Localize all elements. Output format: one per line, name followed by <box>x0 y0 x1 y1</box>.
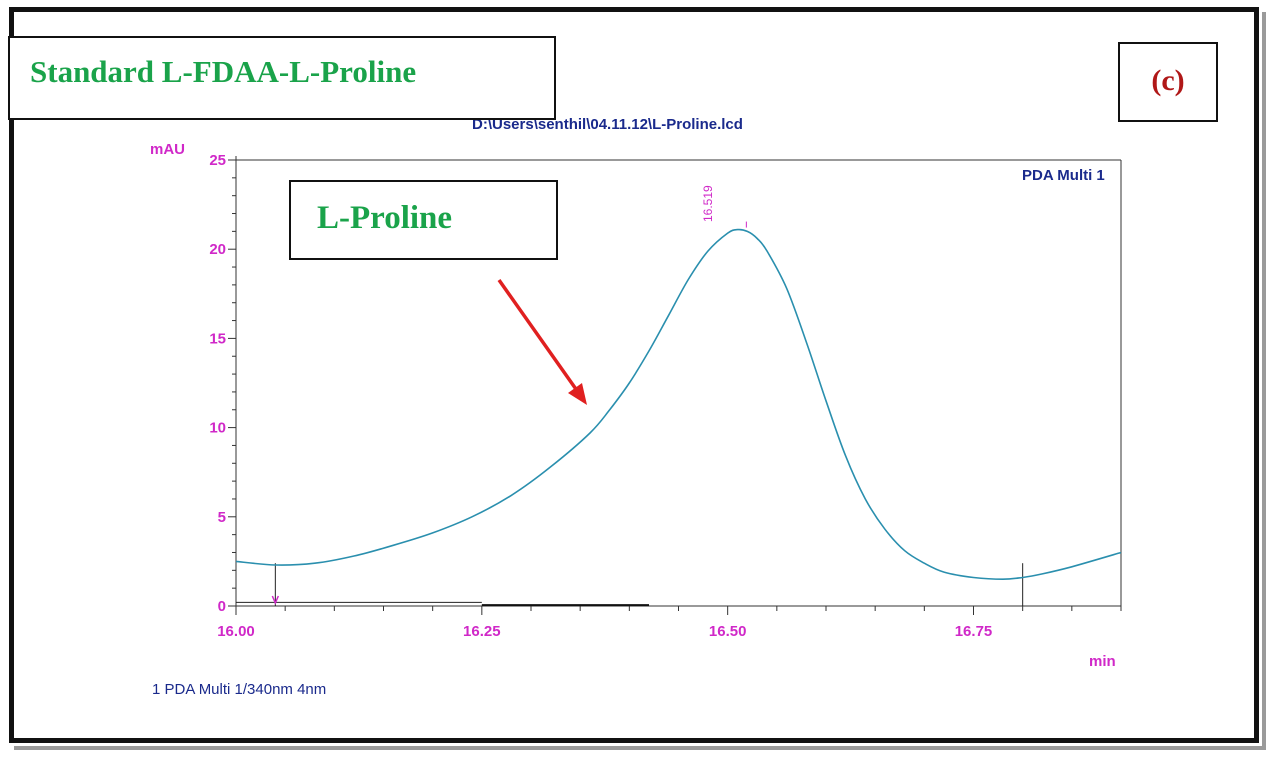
figure-title: Standard L-FDAA-L-Proline <box>30 54 417 89</box>
y-tick-label: 25 <box>209 152 226 169</box>
frame-shadow <box>14 12 1266 750</box>
peak-retention-time-label: 16.519 <box>701 185 715 222</box>
chart-root: 0 5 10 15 20 25 16.00 16.25 16.50 16.75 <box>209 152 1122 640</box>
y-tick-label: 0 <box>218 598 226 615</box>
y-axis-unit-label: mAU <box>150 141 185 158</box>
x-tick-label: 16.25 <box>463 623 501 640</box>
x-tick-label: 16.50 <box>709 623 747 640</box>
channel-label: PDA Multi 1 <box>1022 167 1105 184</box>
x-axis-unit-label: min <box>1089 653 1116 670</box>
title-box: Standard L-FDAA-L-Proline <box>8 36 556 120</box>
file-path-header: D:\Users\senthil\04.11.12\L-Proline.lcd <box>472 116 743 133</box>
panel-label-box: (c) <box>1118 42 1218 122</box>
peak-start-marker-icon <box>271 595 280 605</box>
callout-arrow <box>497 278 587 405</box>
y-tick-label: 5 <box>218 509 226 526</box>
chromatogram-trace <box>235 228 1122 581</box>
footer-legend: 1 PDA Multi 1/340nm 4nm <box>152 681 326 698</box>
y-tick-label: 15 <box>209 330 226 347</box>
peak-callout-box: L-Proline <box>289 180 558 260</box>
y-tick-label: 10 <box>209 420 226 437</box>
x-tick-label: 16.00 <box>217 623 255 640</box>
panel-label: (c) <box>1151 64 1185 97</box>
peak-callout-label: L-Proline <box>317 200 453 236</box>
y-tick-label: 20 <box>209 241 226 258</box>
x-tick-label: 16.75 <box>955 623 993 640</box>
